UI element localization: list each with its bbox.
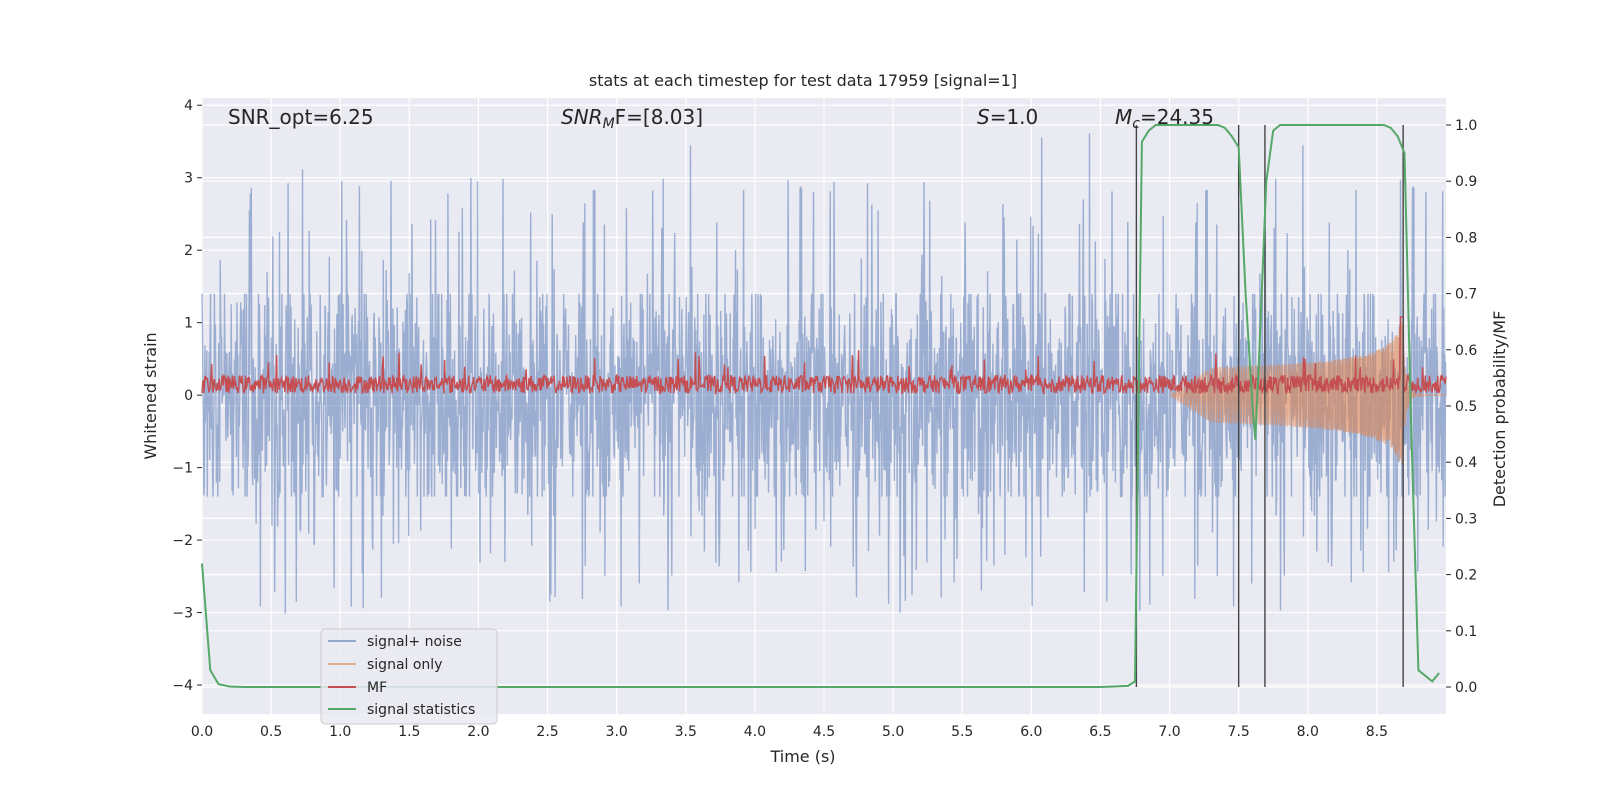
x-tick-1: 0.5 [260, 724, 282, 740]
y-axis-right-ticks: 1.0 0.9 0.8 0.7 0.6 0.5 0.4 0.3 0.2 0.1 0.0 [1446, 118, 1477, 696]
x-tick-9: 4.5 [813, 724, 835, 740]
legend: signal+ noise signal only MF signal stat… [320, 628, 498, 725]
legend-label-mf: MF [367, 680, 387, 696]
annotation-snr-mf: SNRMF=[8.03] [561, 105, 703, 132]
y-right-tick-4: 0.6 [1455, 343, 1477, 359]
chart-title: stats at each timestep for test data 179… [589, 71, 1017, 90]
y-right-tick-9: 0.1 [1455, 624, 1477, 640]
legend-label-signal-statistics: signal statistics [367, 702, 475, 718]
y-left-tick-4: 0 [184, 388, 193, 404]
x-axis-label: Time (s) [769, 747, 835, 766]
x-tick-12: 6.0 [1020, 724, 1042, 740]
y-left-tick-8: −4 [172, 678, 193, 694]
x-tick-5: 2.5 [536, 724, 558, 740]
y-right-tick-8: 0.2 [1455, 568, 1477, 584]
x-tick-14: 7.0 [1158, 724, 1180, 740]
x-axis-ticks: 0.0 0.5 1.0 1.5 2.0 2.5 3.0 3.5 4.0 4.5 5.0 5.5 6.0 6… [191, 724, 1388, 740]
y-axis-left-ticks: 4 3 2 1 0 −1 −2 −3 −4 [172, 98, 202, 694]
y-right-tick-10: 0.0 [1455, 680, 1477, 696]
x-tick-11: 5.5 [951, 724, 973, 740]
y-left-tick-0: 4 [184, 98, 193, 114]
x-tick-6: 3.0 [606, 724, 628, 740]
series-signal-statistics [201, 124, 1440, 688]
y-axis-right-label: Detection probability/MF [1490, 311, 1509, 508]
stats-line [201, 124, 1440, 688]
y-right-tick-3: 0.7 [1455, 287, 1477, 303]
x-tick-2: 1.0 [329, 724, 351, 740]
legend-label-signal-only: signal only [367, 657, 442, 673]
y-left-tick-5: −1 [172, 461, 193, 477]
x-tick-16: 8.0 [1297, 724, 1319, 740]
y-right-tick-1: 0.9 [1455, 174, 1477, 190]
x-tick-17: 8.5 [1366, 724, 1388, 740]
y-axis-left-label: Whitened strain [141, 332, 160, 459]
y-left-tick-7: −3 [172, 606, 193, 622]
y-right-tick-6: 0.4 [1455, 455, 1477, 471]
y-left-tick-3: 1 [184, 316, 193, 332]
y-left-tick-1: 3 [184, 171, 193, 187]
y-right-tick-0: 1.0 [1455, 118, 1477, 134]
y-left-tick-2: 2 [184, 243, 193, 259]
y-right-tick-5: 0.5 [1455, 399, 1477, 415]
annotation-mc: Mc=24.35 [1115, 105, 1214, 132]
x-tick-3: 1.5 [398, 724, 420, 740]
legend-box [320, 628, 498, 725]
y-left-tick-6: −2 [172, 533, 193, 549]
x-tick-10: 5.0 [882, 724, 904, 740]
x-tick-8: 4.0 [744, 724, 766, 740]
legend-label-signal-plus-noise: signal+ noise [367, 634, 462, 650]
annotation-snr-opt: SNR_opt=6.25 [228, 105, 374, 129]
x-tick-0: 0.0 [191, 724, 213, 740]
annotation-s: S=1.0 [977, 105, 1038, 129]
y-right-tick-2: 0.8 [1455, 230, 1477, 246]
x-tick-13: 6.5 [1089, 724, 1111, 740]
y-right-tick-7: 0.3 [1455, 511, 1477, 527]
x-tick-7: 3.5 [675, 724, 697, 740]
x-tick-15: 7.5 [1228, 724, 1250, 740]
x-tick-4: 2.0 [467, 724, 489, 740]
